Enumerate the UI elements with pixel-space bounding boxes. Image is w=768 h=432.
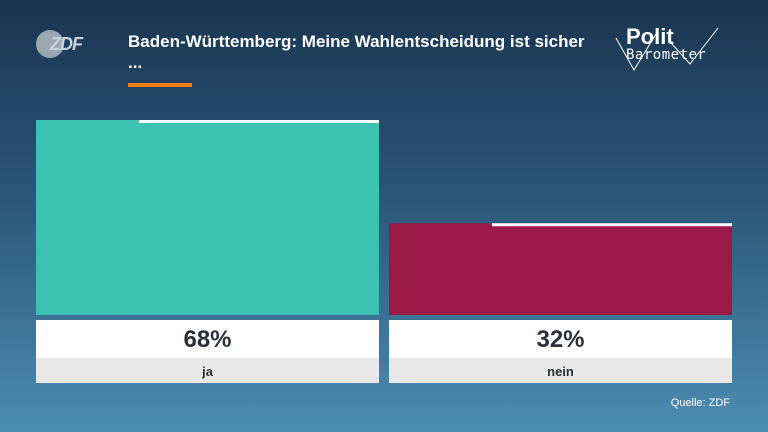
value-label-ja: 68% [183,326,231,353]
category-label-nein: nein [547,364,574,379]
bar-top-line-ja [138,120,379,123]
category-box-nein [389,358,732,383]
brand-polit: Polit [626,24,674,49]
bar-nein [389,223,732,315]
bar-ja [36,120,379,315]
source-note: Quelle: ZDF [670,397,730,409]
bar-top-line-nein [491,223,732,227]
chart-title: Baden-Württemberg: Meine Wahlentscheidun… [128,32,585,72]
zdf-logo-circle [36,30,64,58]
brand-barometer: Barometer [626,47,707,63]
value-box-ja [36,320,379,358]
category-label-ja: ja [201,364,214,379]
category-box-ja [36,358,379,383]
title-accent-bar [128,83,192,87]
checkmark-icon [615,27,719,71]
value-label-nein: 32% [536,326,584,353]
politbarometer-logo: Polit Barometer [612,24,722,74]
zdf-logo-text: ZDF [50,34,83,54]
zdf-logo: ZDF [36,28,86,60]
value-box-nein [389,320,732,358]
